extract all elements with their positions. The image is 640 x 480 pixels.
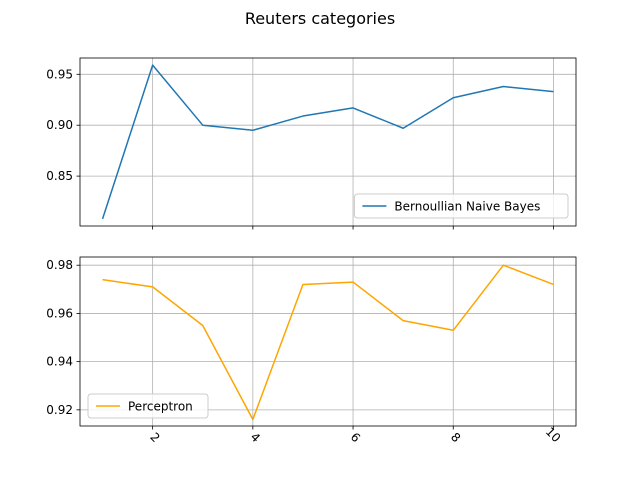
series-line-bernoullian-naive-bayes — [101, 64, 554, 220]
y-tick-label: 0.96 — [46, 306, 73, 320]
legend: Bernoullian Naive Bayes — [353, 193, 569, 219]
legend-label: Bernoullian Naive Bayes — [394, 200, 540, 214]
legend-box — [353, 193, 569, 219]
series-line-perceptron — [102, 264, 554, 421]
y-tick-label: 0.90 — [46, 118, 73, 132]
y-tick-label: 0.85 — [46, 169, 73, 183]
figure-title: Reuters categories — [245, 9, 395, 28]
y-tick-label: 0.98 — [46, 258, 73, 272]
axes-frame — [79, 57, 577, 227]
y-tick-label: 0.94 — [46, 355, 73, 369]
axes-top: 0.85 0.90 0.95 Bernoullian Naive Bayes — [46, 57, 577, 230]
y-tick-label: 0.95 — [46, 67, 73, 81]
legend-box — [87, 393, 209, 419]
legend: Perceptron — [87, 393, 209, 419]
legend-label: Perceptron — [128, 400, 193, 414]
y-tick-label: 0.92 — [46, 403, 73, 417]
axes-frame — [79, 256, 577, 427]
